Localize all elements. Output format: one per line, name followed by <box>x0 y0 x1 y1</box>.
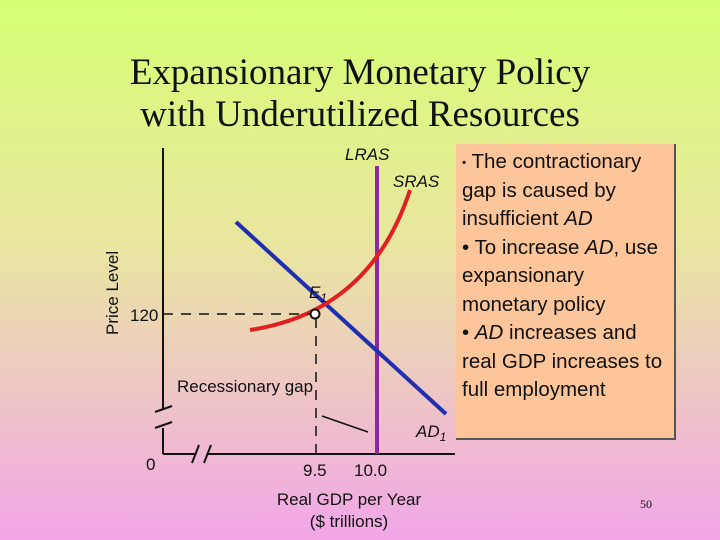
lras-label: LRAS <box>345 145 390 164</box>
sras-curve <box>249 189 412 332</box>
bullet-box: • The contractionary gap is caused by in… <box>456 144 676 440</box>
x-axis-label-line1: Real GDP per Year <box>277 490 422 509</box>
bullet-2: • To increase AD, use expansionary monet… <box>462 235 658 316</box>
bullet-3: • AD increases and real GDP increases to… <box>462 321 663 402</box>
slide-title: Expansionary Monetary Policy with Underu… <box>60 52 660 136</box>
x-axis-break-right <box>203 444 212 464</box>
equilibrium-label: E1 <box>309 283 327 305</box>
bullet-1: • The contractionary gap is caused by in… <box>462 150 642 231</box>
ad-subscript: 1 <box>440 430 447 444</box>
equilibrium-point <box>309 308 321 320</box>
x-tick-label-2: 10.0 <box>354 461 387 480</box>
y-axis-break-top <box>154 405 173 413</box>
y-axis-label: Price Level <box>103 251 122 335</box>
gap-arrow <box>321 415 369 433</box>
y-axis-break-bottom <box>154 421 173 429</box>
x-axis-break-left <box>191 444 200 464</box>
title-line-1: Expansionary Monetary Policy <box>129 52 591 93</box>
ad-label: AD1 <box>415 422 446 444</box>
ad-curve <box>234 220 448 416</box>
title-line-2: with Underutilized Resources <box>140 94 580 135</box>
recessionary-gap-label: Recessionary gap <box>177 377 313 396</box>
sras-label: SRAS <box>393 172 440 191</box>
price-tick-label: 120 <box>130 306 158 325</box>
origin-label: 0 <box>146 455 155 474</box>
equilibrium-subscript: 1 <box>320 291 327 305</box>
x-axis-label-line2: ($ trillions) <box>310 512 388 531</box>
page-number: 50 <box>640 497 652 511</box>
x-tick-label-1: 9.5 <box>303 461 327 480</box>
bullet-dot-icon: • <box>462 155 467 170</box>
